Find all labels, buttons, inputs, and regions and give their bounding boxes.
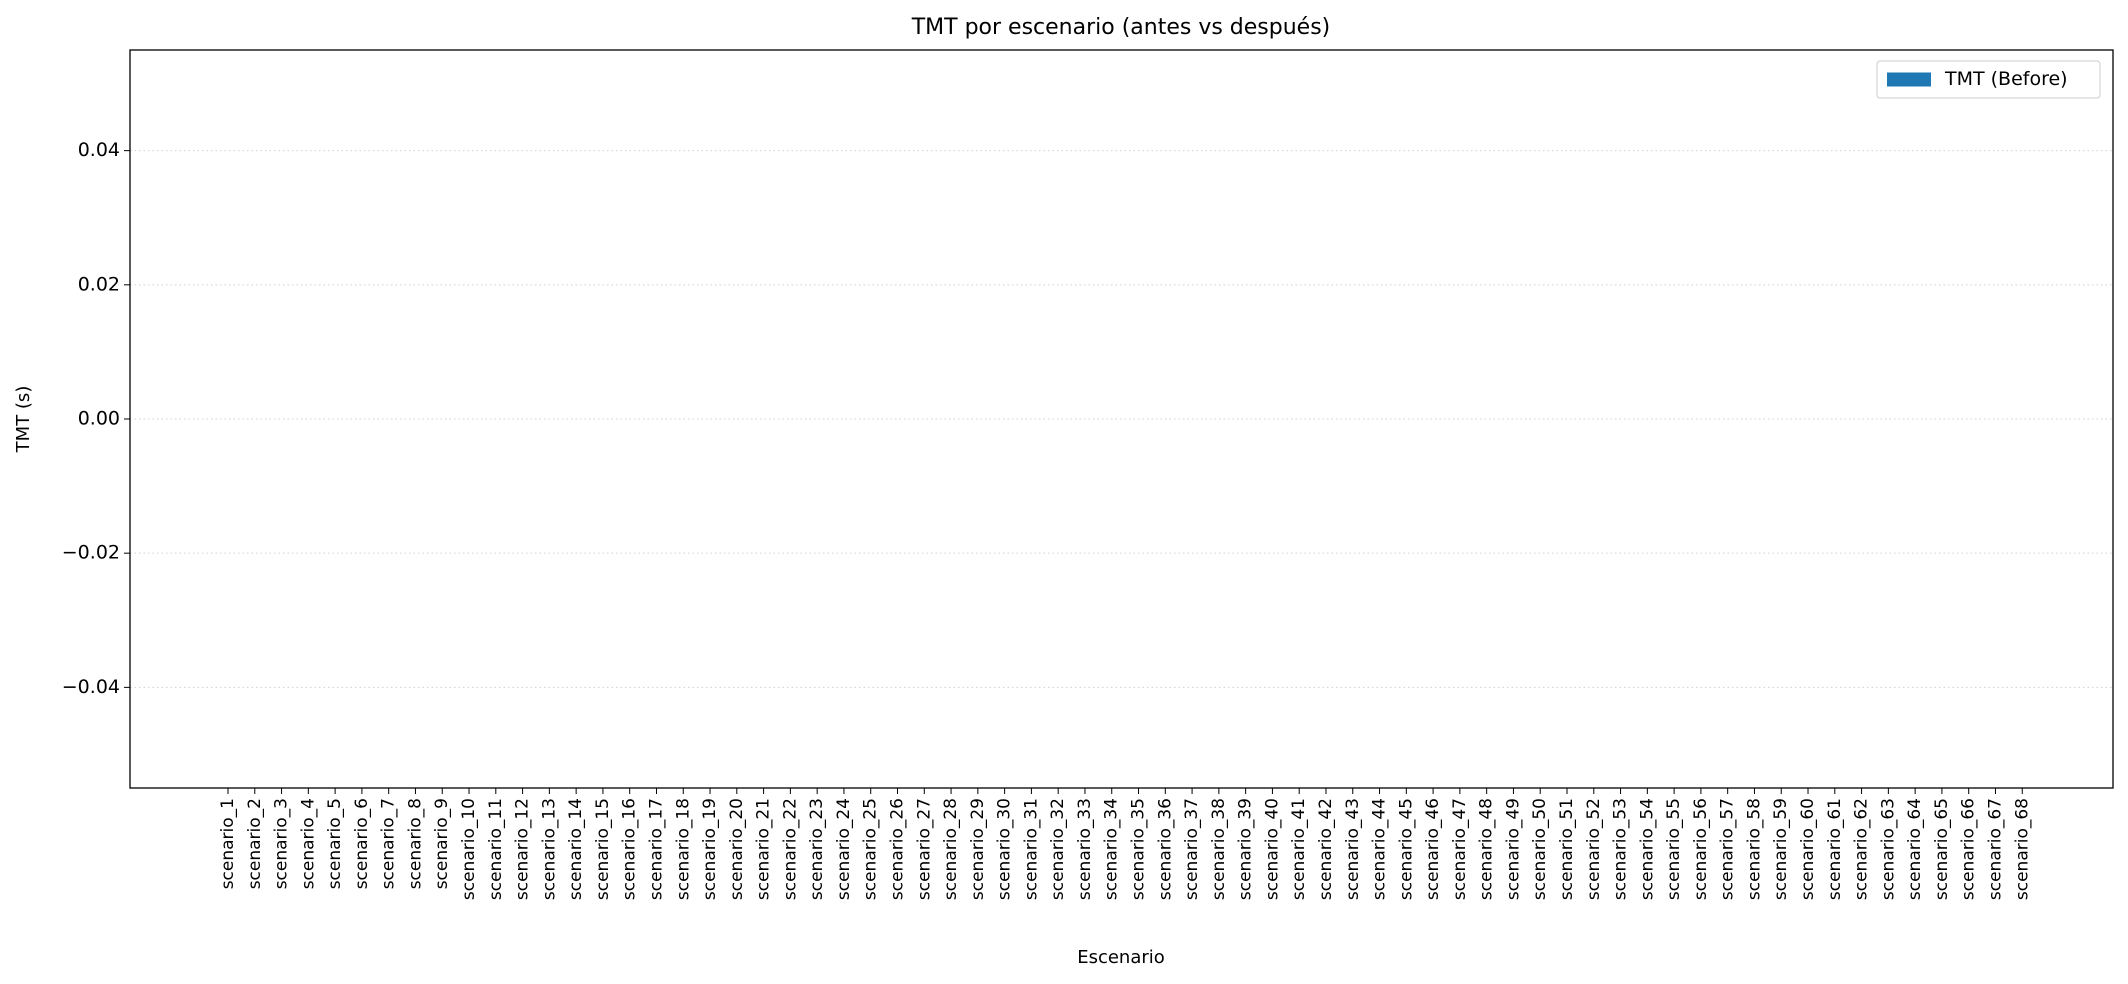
x-tick-label: scenario_28 <box>941 798 961 900</box>
y-tick-label: 0.04 <box>78 139 120 161</box>
plot-frame <box>129 49 2114 789</box>
x-tick-label: scenario_25 <box>861 798 881 900</box>
x-tick-label: scenario_46 <box>1423 798 1443 900</box>
x-tick-label: scenario_22 <box>780 798 800 900</box>
x-tick-label: scenario_20 <box>727 798 747 900</box>
x-tick-label: scenario_11 <box>486 798 506 900</box>
x-tick-label: scenario_8 <box>405 798 425 889</box>
legend-box <box>1876 60 2101 99</box>
x-tick-label: scenario_44 <box>1370 798 1390 900</box>
x-tick-label: scenario_23 <box>807 798 827 900</box>
x-tick-label: scenario_49 <box>1503 798 1523 900</box>
x-tick-label: scenario_58 <box>1744 798 1764 900</box>
y-tick-label: −0.04 <box>62 676 120 698</box>
x-tick-label: scenario_18 <box>673 798 693 900</box>
x-tick-label: scenario_60 <box>1798 798 1818 900</box>
x-tick-label: scenario_53 <box>1611 798 1631 900</box>
x-tick-label: scenario_4 <box>298 798 318 889</box>
x-tick-label: scenario_16 <box>620 798 640 900</box>
y-tick-label: −0.02 <box>62 542 120 564</box>
x-tick-label: scenario_30 <box>995 798 1015 900</box>
x-tick-label: scenario_38 <box>1209 798 1229 900</box>
x-tick-label: scenario_45 <box>1396 798 1416 900</box>
x-tick-label: scenario_52 <box>1584 798 1604 900</box>
x-tick-label: scenario_12 <box>513 798 533 900</box>
x-tick-label: scenario_31 <box>1021 798 1041 900</box>
x-tick-label: scenario_3 <box>272 798 292 889</box>
x-tick-label: scenario_51 <box>1557 798 1577 900</box>
x-tick-label: scenario_34 <box>1102 798 1122 900</box>
x-tick-label: scenario_27 <box>914 798 934 900</box>
x-tick-label: scenario_21 <box>754 798 774 900</box>
x-tick-label: scenario_29 <box>968 798 988 900</box>
x-tick-label: scenario_63 <box>1878 798 1898 900</box>
legend-label: TMT (Before) <box>1944 68 2068 90</box>
x-tick-label: scenario_56 <box>1691 798 1711 900</box>
x-tick-label: scenario_5 <box>325 798 345 889</box>
x-tick-label: scenario_40 <box>1262 798 1282 900</box>
x-tick-label: scenario_37 <box>1182 798 1202 900</box>
x-tick-label: scenario_32 <box>1048 798 1068 900</box>
x-tick-label: scenario_67 <box>1985 798 2005 900</box>
x-tick-label: scenario_24 <box>834 798 854 900</box>
x-axis-label: Escenario <box>1077 947 1165 968</box>
x-tick-label: scenario_14 <box>566 798 586 900</box>
x-tick-label: scenario_41 <box>1289 798 1309 900</box>
chart-title: TMT por escenario (antes vs después) <box>911 15 1331 40</box>
x-tick-label: scenario_26 <box>888 798 908 900</box>
x-tick-label: scenario_64 <box>1905 798 1925 900</box>
x-tick-label: scenario_42 <box>1316 798 1336 900</box>
x-tick-label: scenario_55 <box>1664 798 1684 900</box>
x-tick-label: scenario_48 <box>1477 798 1497 900</box>
x-tick-label: scenario_47 <box>1450 798 1470 900</box>
x-tick-label: scenario_17 <box>646 798 666 900</box>
x-tick-label: scenario_19 <box>700 798 720 900</box>
x-tick-label: scenario_68 <box>2012 798 2032 900</box>
x-tick-label: scenario_43 <box>1343 798 1363 900</box>
x-tick-label: scenario_62 <box>1852 798 1872 900</box>
x-tick-label: scenario_1 <box>218 798 238 889</box>
x-tick-label: scenario_7 <box>379 798 399 889</box>
x-tick-label: scenario_35 <box>1129 798 1149 900</box>
x-tick-label: scenario_13 <box>539 798 559 900</box>
x-tick-label: scenario_6 <box>352 798 372 889</box>
legend-swatch <box>1887 72 1931 87</box>
x-tick-label: scenario_39 <box>1236 798 1256 900</box>
x-tick-label: scenario_50 <box>1530 798 1550 900</box>
y-tick-label: 0.02 <box>78 273 120 295</box>
x-tick-label: scenario_57 <box>1718 798 1738 900</box>
x-tick-label: scenario_54 <box>1637 798 1657 900</box>
x-tick-label: scenario_65 <box>1932 798 1952 900</box>
x-tick-label: scenario_59 <box>1771 798 1791 900</box>
x-tick-label: scenario_10 <box>459 798 479 900</box>
x-tick-label: scenario_61 <box>1825 798 1845 900</box>
x-tick-label: scenario_15 <box>593 798 613 900</box>
x-tick-label: scenario_33 <box>1075 798 1095 900</box>
x-tick-label: scenario_2 <box>245 798 265 889</box>
x-tick-label: scenario_36 <box>1155 798 1175 900</box>
y-tick-label: 0.00 <box>78 408 120 430</box>
x-tick-label: scenario_66 <box>1959 798 1979 900</box>
x-tick-label: scenario_9 <box>432 798 452 889</box>
y-axis-label: TMT (s) <box>13 386 34 454</box>
